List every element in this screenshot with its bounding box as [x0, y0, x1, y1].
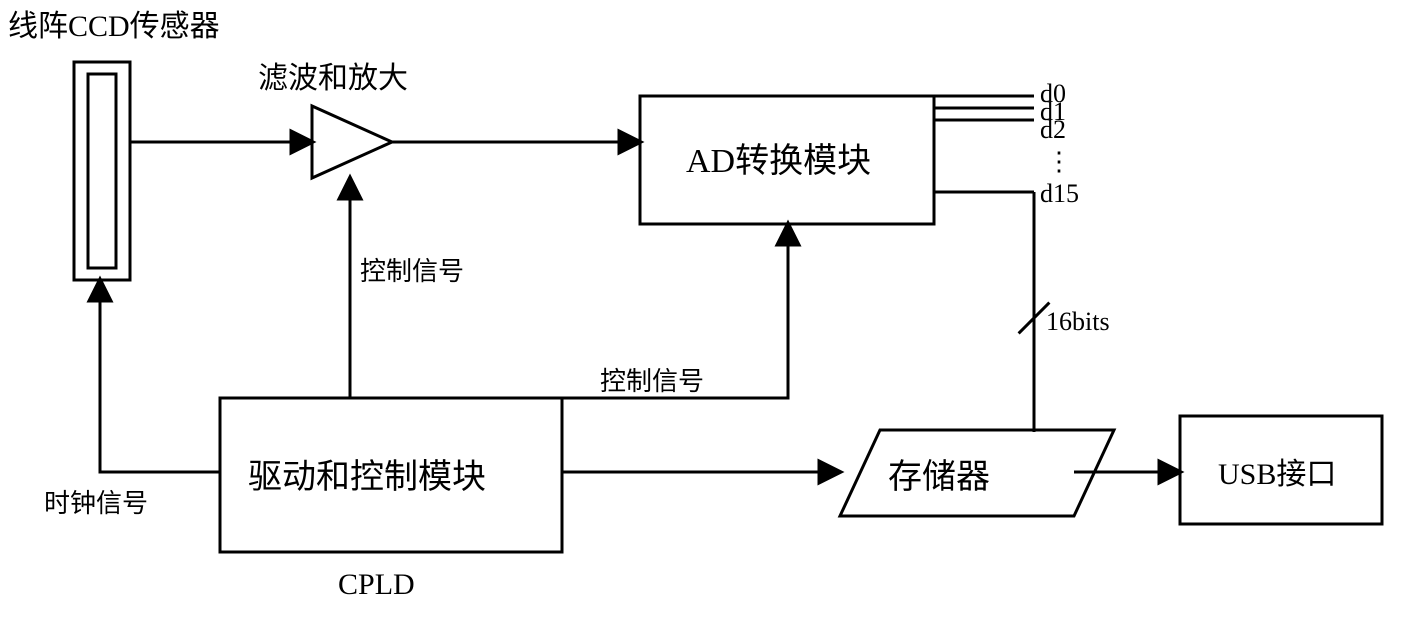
clock-label: 时钟信号	[44, 489, 148, 518]
block-diagram: 线阵CCD传感器 滤波和放大 AD转换模块 控制信号 控制信号 驱动和控制模块 …	[0, 0, 1425, 626]
usb-label: USB接口	[1218, 458, 1336, 491]
driver-label: 驱动和控制模块	[248, 458, 486, 496]
amplifier-triangle	[312, 106, 392, 178]
data-lines	[934, 96, 1034, 192]
ccd-sensor-inner	[88, 74, 116, 268]
memory-label: 存储器	[888, 458, 990, 496]
bits-label: 16bits	[1046, 307, 1110, 336]
driver-sub-label: CPLD	[338, 568, 415, 601]
data-label-d15: d15	[1040, 179, 1079, 208]
ad-converter-label: AD转换模块	[686, 142, 871, 180]
data-label-d2: d2	[1040, 115, 1066, 144]
arrow-driver-to-ccd	[100, 280, 220, 472]
title-label: 线阵CCD传感器	[8, 10, 220, 43]
ccd-sensor-outer	[74, 62, 130, 280]
ctrl-signal-amp-label: 控制信号	[360, 257, 464, 286]
ctrl-signal-ad-label: 控制信号	[600, 367, 704, 396]
data-label-dots: ⋮	[1046, 147, 1072, 176]
amplifier-label: 滤波和放大	[258, 62, 408, 95]
